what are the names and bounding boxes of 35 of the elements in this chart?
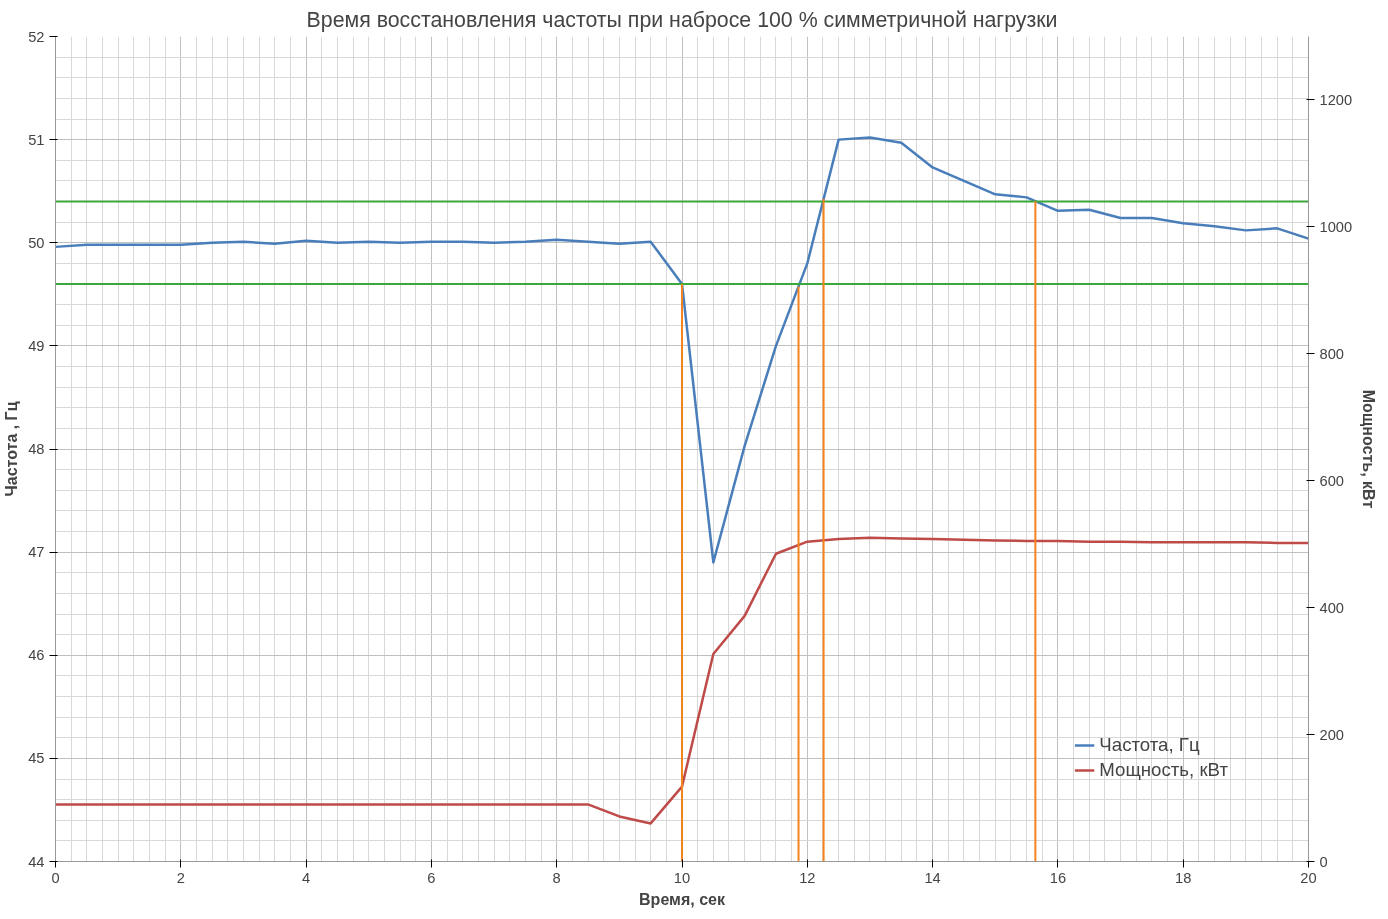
x-tick-label: 10: [673, 869, 691, 886]
y-tick-label: 48: [28, 441, 45, 457]
legend-label: Частота, Гц: [1099, 734, 1200, 756]
x-tick-label: 2: [176, 869, 185, 886]
x-tick-label: 12: [799, 869, 816, 886]
y-tick-label: 45: [28, 750, 45, 767]
y2-tick-label: 200: [1319, 726, 1344, 743]
y2-tick-label: 400: [1319, 599, 1344, 616]
y2-tick-label: 0: [1319, 853, 1328, 870]
y2-tick-label: 1200: [1319, 91, 1353, 108]
legend-label: Мощность, кВт: [1099, 759, 1228, 781]
y-tick-label: 46: [28, 647, 45, 664]
y-tick-label: 50: [28, 234, 45, 251]
y2-axis-title: Мощность, кВт: [1360, 389, 1378, 509]
y-tick-label: 51: [28, 131, 45, 148]
x-tick-label: 8: [552, 869, 561, 886]
y2-tick-label: 1000: [1319, 218, 1353, 235]
line-series: [55, 536, 1309, 825]
y-tick-label: 44: [28, 853, 45, 870]
y-tick-label: 47: [28, 544, 45, 561]
y-axis-title: Частота , Гц: [3, 401, 21, 497]
x-tick-label: 4: [302, 869, 311, 886]
x-tick-label: 0: [51, 869, 60, 886]
y2-tick-label: 600: [1319, 472, 1344, 489]
chart-title: Время восстановления частоты при набросе 100 % симметричной нагрузки: [306, 7, 1058, 32]
x-tick-label: 18: [1175, 869, 1192, 886]
x-tick-label: 14: [924, 869, 941, 886]
line-series: [55, 136, 1309, 564]
x-tick-label: 20: [1300, 869, 1317, 886]
y2-tick-label: 800: [1319, 345, 1344, 362]
x-axis-title: Время, сек: [639, 890, 726, 908]
y-tick-label: 52: [28, 28, 45, 45]
x-tick-label: 6: [427, 869, 436, 886]
y-tick-label: 49: [28, 337, 45, 354]
x-tick-label: 16: [1049, 869, 1067, 886]
